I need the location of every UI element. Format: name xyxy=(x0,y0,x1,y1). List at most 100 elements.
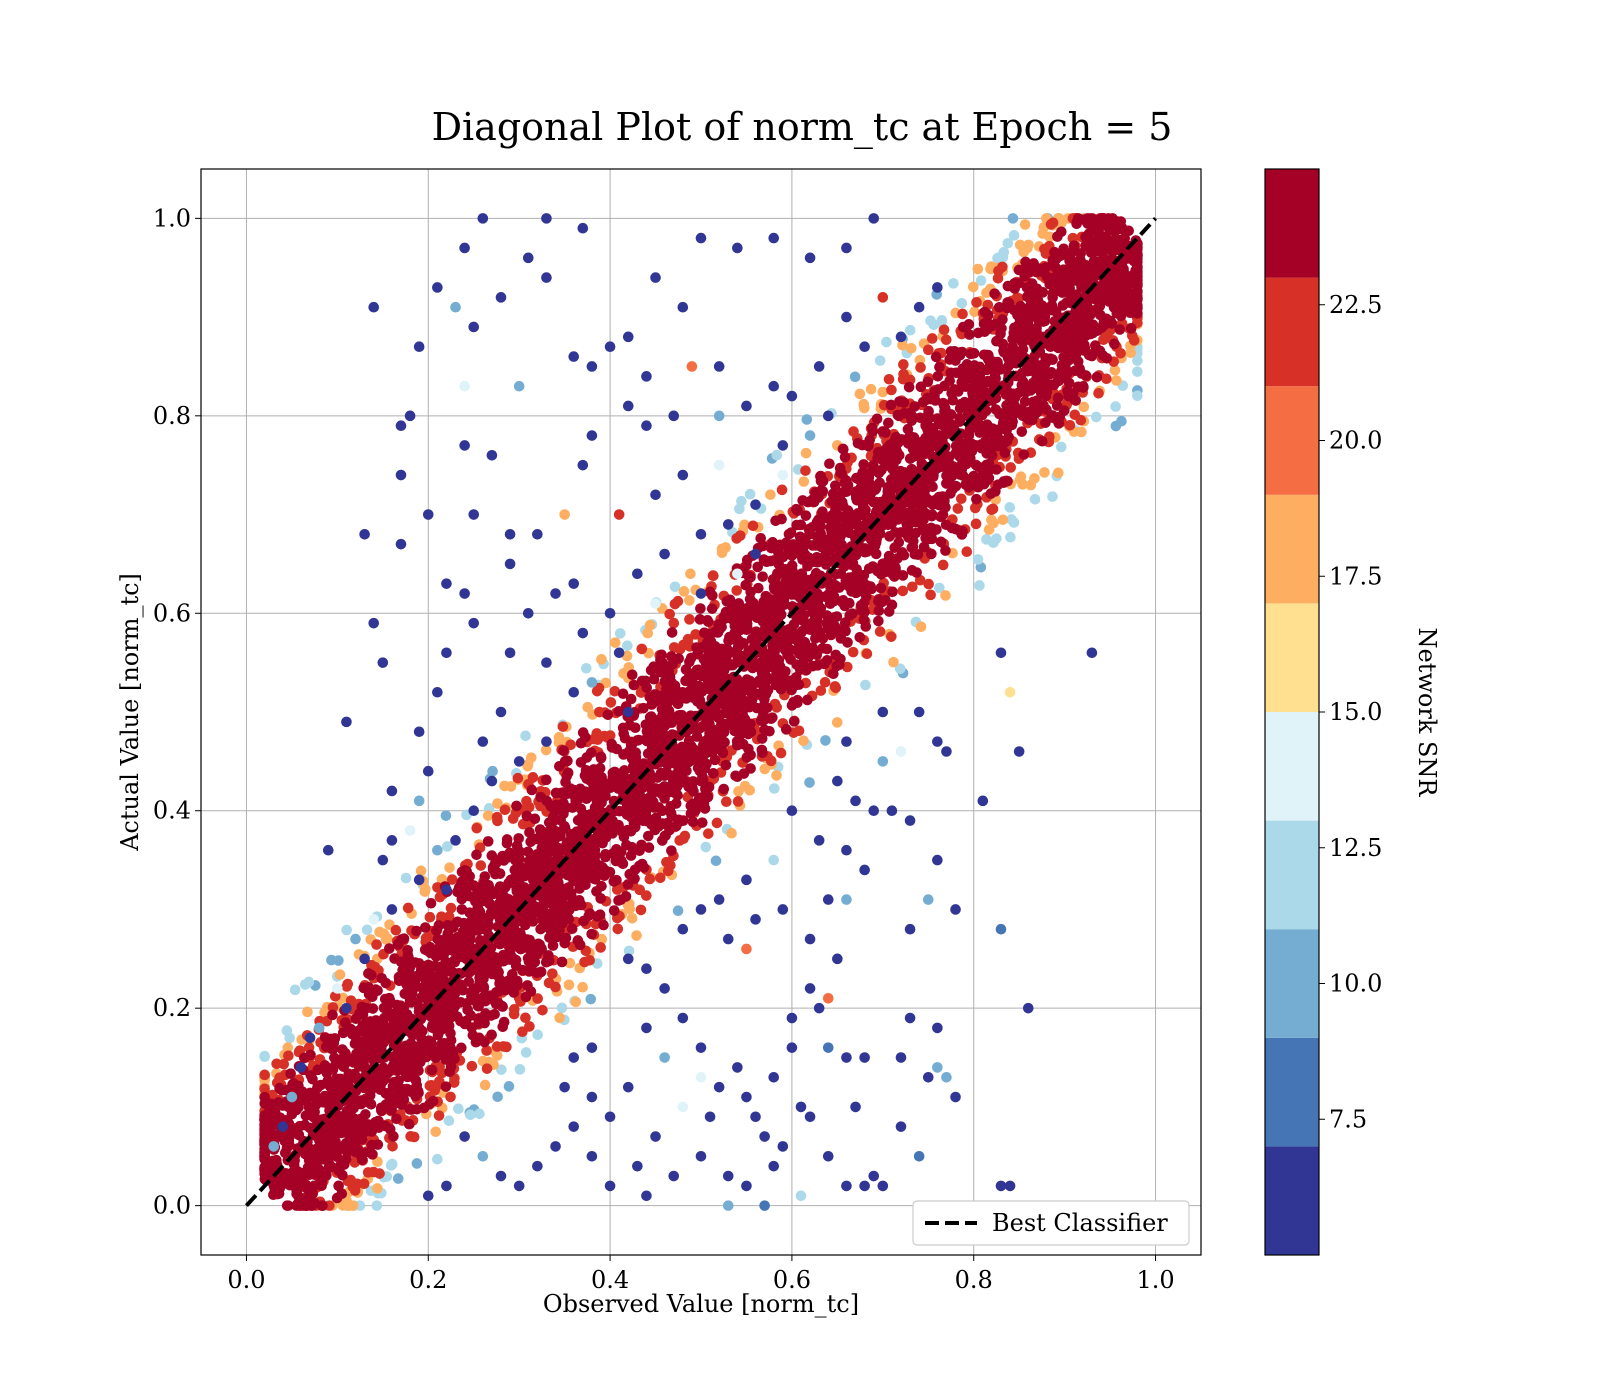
data-point xyxy=(741,554,753,566)
data-point xyxy=(498,1016,510,1028)
data-point xyxy=(425,969,437,981)
data-point xyxy=(867,425,879,437)
data-point xyxy=(628,679,640,691)
data-point xyxy=(596,866,608,877)
data-point xyxy=(613,706,625,717)
data-point xyxy=(987,438,999,449)
data-point xyxy=(644,619,656,631)
data-point xyxy=(734,730,746,742)
data-point xyxy=(606,738,618,750)
data-point xyxy=(938,324,950,336)
data-point xyxy=(464,890,475,902)
data-point xyxy=(479,1079,491,1091)
data-point xyxy=(1114,324,1126,335)
data-point xyxy=(736,495,747,507)
data-point xyxy=(981,287,992,299)
data-point xyxy=(523,855,535,867)
data-point xyxy=(372,1183,383,1194)
data-point xyxy=(755,676,767,687)
data-point xyxy=(415,865,427,877)
data-point xyxy=(599,730,610,742)
data-point xyxy=(645,664,657,676)
data-point xyxy=(524,1021,535,1032)
data-point xyxy=(403,1118,415,1130)
data-point xyxy=(989,288,1000,299)
data-point xyxy=(847,557,859,569)
data-point xyxy=(503,1081,515,1092)
data-point xyxy=(337,1169,348,1181)
data-point xyxy=(1058,351,1069,363)
data-point xyxy=(557,721,569,732)
data-point xyxy=(337,1200,349,1211)
data-point xyxy=(874,626,886,637)
data-point xyxy=(1125,323,1137,334)
data-point xyxy=(1000,475,1012,487)
data-point xyxy=(1086,350,1098,362)
data-point xyxy=(918,514,929,526)
data-point xyxy=(816,484,827,496)
data-point xyxy=(675,815,686,827)
data-point xyxy=(575,737,587,749)
data-point xyxy=(1029,307,1041,319)
data-point xyxy=(665,859,676,871)
data-point xyxy=(329,1129,341,1141)
data-point xyxy=(919,414,931,426)
data-point xyxy=(259,1124,270,1136)
data-point xyxy=(478,966,490,977)
data-point xyxy=(523,966,535,977)
data-point xyxy=(1004,502,1016,513)
data-point xyxy=(923,344,934,356)
data-point xyxy=(1052,392,1064,404)
data-point xyxy=(752,561,763,573)
data-point xyxy=(558,745,569,756)
data-point xyxy=(593,682,605,694)
data-point xyxy=(487,765,498,777)
data-point xyxy=(973,461,984,473)
data-point xyxy=(702,614,713,626)
data-point xyxy=(325,1033,337,1045)
data-point xyxy=(632,735,643,746)
data-point xyxy=(556,956,568,968)
data-point xyxy=(343,1122,355,1134)
data-point xyxy=(702,637,713,648)
data-point xyxy=(1036,435,1048,447)
data-point xyxy=(440,810,452,821)
data-point xyxy=(398,1002,410,1014)
data-point xyxy=(659,818,671,830)
data-point xyxy=(1132,390,1143,402)
data-point xyxy=(550,981,561,993)
data-point xyxy=(1044,231,1055,243)
data-point xyxy=(978,349,990,361)
data-point xyxy=(940,334,952,346)
data-point xyxy=(456,866,468,878)
data-point xyxy=(1090,411,1102,423)
data-point xyxy=(580,866,592,877)
data-point xyxy=(807,540,818,551)
data-point xyxy=(1075,263,1087,275)
data-point xyxy=(280,1168,291,1179)
data-point xyxy=(613,895,624,906)
data-point xyxy=(975,275,987,286)
data-point xyxy=(897,373,909,385)
data-point xyxy=(831,717,843,728)
data-point xyxy=(429,1085,441,1096)
data-point xyxy=(1047,491,1058,502)
data-point xyxy=(999,447,1011,459)
data-point xyxy=(834,492,845,504)
data-point xyxy=(435,968,446,979)
data-point xyxy=(690,629,701,640)
data-point xyxy=(629,821,641,833)
data-point xyxy=(605,697,617,708)
data-point xyxy=(600,848,611,860)
data-point xyxy=(1010,391,1021,403)
data-point xyxy=(379,993,391,1005)
data-point xyxy=(286,1099,298,1111)
data-point xyxy=(767,639,779,651)
data-point xyxy=(745,571,756,583)
data-point xyxy=(972,263,984,275)
data-point xyxy=(783,528,795,540)
data-point xyxy=(1076,426,1087,438)
data-point xyxy=(687,798,699,810)
data-point xyxy=(479,871,491,882)
data-point xyxy=(411,1080,423,1091)
